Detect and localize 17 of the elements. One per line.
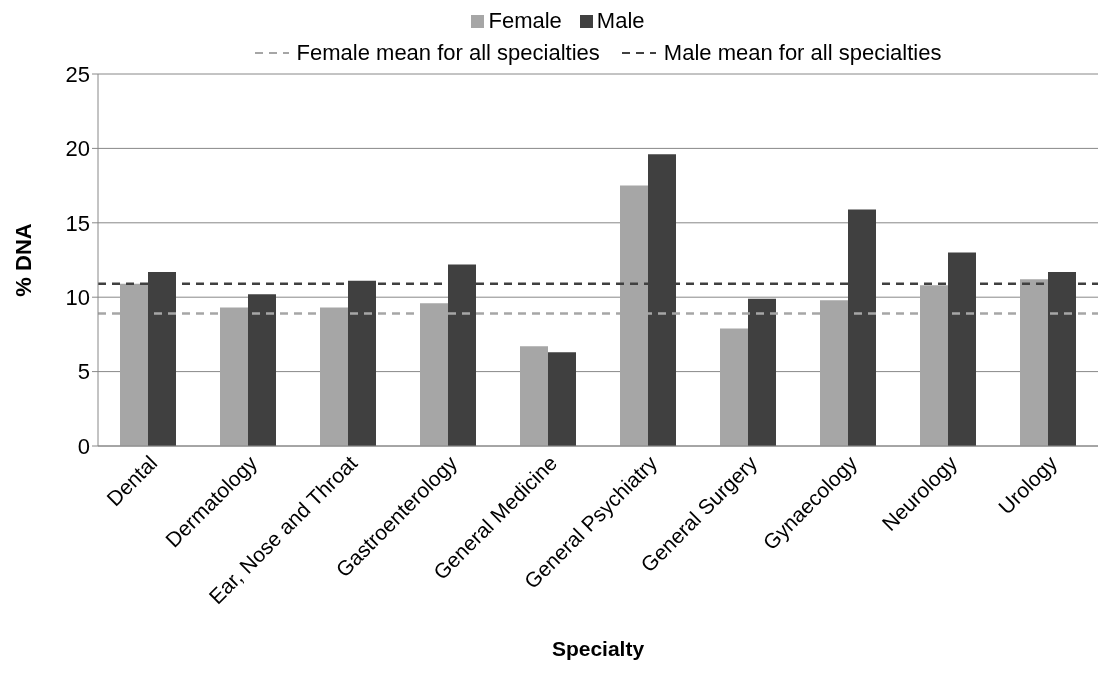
y-tick-label: 25 <box>65 61 90 87</box>
y-axis-title: % DNA <box>10 223 36 297</box>
x-axis-title: Specialty <box>551 637 645 660</box>
legend-label: Female <box>487 8 562 34</box>
y-tick-label: 20 <box>65 136 90 162</box>
bar <box>748 298 776 446</box>
bar <box>248 294 276 446</box>
y-tick-label: 5 <box>77 359 90 385</box>
legend-label: Male mean for all specialties <box>662 40 942 66</box>
bar <box>548 352 576 446</box>
y-tick-label: 10 <box>65 285 90 311</box>
legend-label: Male <box>595 8 645 34</box>
bar <box>720 328 748 446</box>
bar <box>520 346 548 446</box>
y-tick-label: 0 <box>77 433 90 459</box>
y-tick-label: 15 <box>65 210 90 236</box>
legend-label: Female mean for all specialties <box>295 40 600 66</box>
